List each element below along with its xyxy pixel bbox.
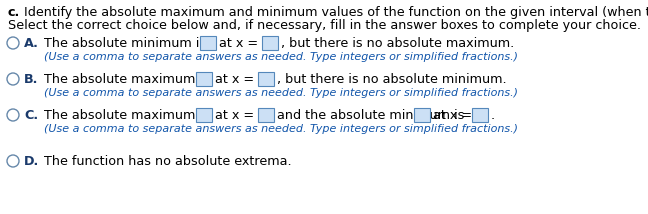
Text: c.: c. xyxy=(8,6,20,19)
FancyBboxPatch shape xyxy=(200,36,216,50)
FancyBboxPatch shape xyxy=(196,108,212,122)
Text: D.: D. xyxy=(24,155,40,168)
Text: Identify the absolute maximum and minimum values of the function on the given in: Identify the absolute maximum and minimu… xyxy=(20,6,648,19)
Text: The function has no absolute extrema.: The function has no absolute extrema. xyxy=(44,155,292,168)
Text: (Use a comma to separate answers as needed. Type integers or simplified fraction: (Use a comma to separate answers as need… xyxy=(44,88,518,98)
Text: C.: C. xyxy=(24,109,38,122)
FancyBboxPatch shape xyxy=(258,72,274,86)
FancyBboxPatch shape xyxy=(196,72,212,86)
Text: at x =: at x = xyxy=(215,73,254,86)
Text: .: . xyxy=(491,109,495,122)
FancyBboxPatch shape xyxy=(472,108,488,122)
FancyBboxPatch shape xyxy=(414,108,430,122)
Text: Select the correct choice below and, if necessary, fill in the answer boxes to c: Select the correct choice below and, if … xyxy=(8,19,641,32)
Text: The absolute maximum is: The absolute maximum is xyxy=(44,109,210,122)
Text: (Use a comma to separate answers as needed. Type integers or simplified fraction: (Use a comma to separate answers as need… xyxy=(44,124,518,134)
Text: A.: A. xyxy=(24,37,39,50)
Text: at x =: at x = xyxy=(219,37,258,50)
Text: at x =: at x = xyxy=(433,109,472,122)
Text: B.: B. xyxy=(24,73,38,86)
FancyBboxPatch shape xyxy=(262,36,278,50)
Text: The absolute minimum is: The absolute minimum is xyxy=(44,37,206,50)
FancyBboxPatch shape xyxy=(258,108,274,122)
Text: , but there is no absolute minimum.: , but there is no absolute minimum. xyxy=(277,73,507,86)
Text: and the absolute minimum is: and the absolute minimum is xyxy=(277,109,465,122)
Text: (Use a comma to separate answers as needed. Type integers or simplified fraction: (Use a comma to separate answers as need… xyxy=(44,52,518,62)
Text: , but there is no absolute maximum.: , but there is no absolute maximum. xyxy=(281,37,515,50)
Text: at x =: at x = xyxy=(215,109,254,122)
Text: The absolute maximum is: The absolute maximum is xyxy=(44,73,210,86)
